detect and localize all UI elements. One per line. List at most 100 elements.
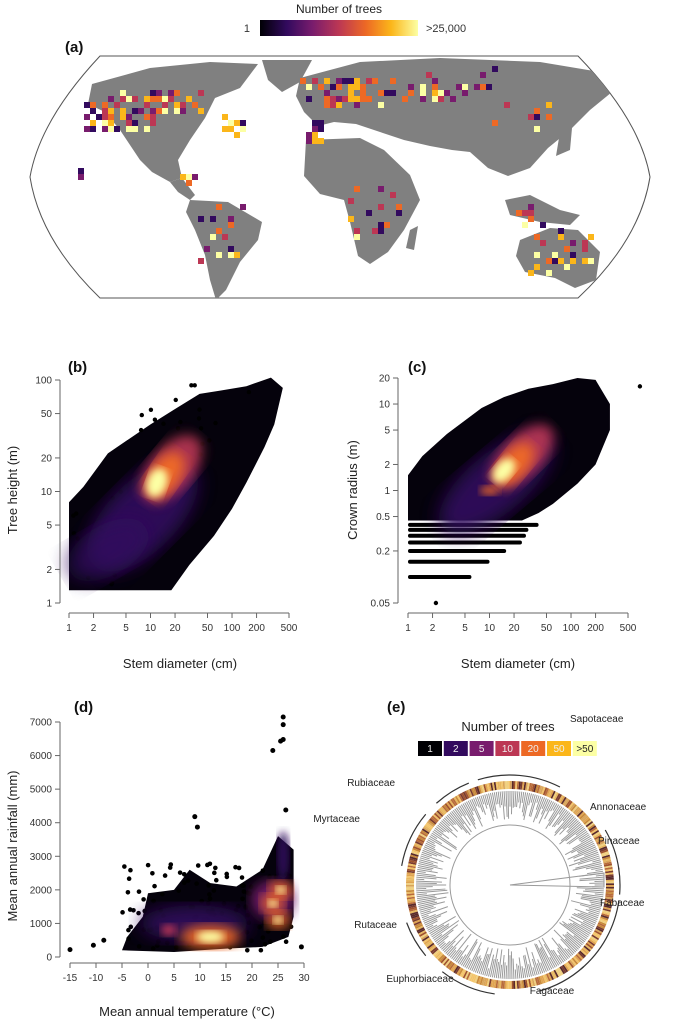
map-cell [150,96,156,102]
y-tick-label: 4000 [30,818,53,829]
ring-segment [511,980,514,989]
ring-segment [423,938,432,945]
tree-branch [531,958,538,976]
legend-swatch [495,741,520,756]
ring-segment [481,784,486,793]
scatter-point [145,862,151,868]
map-cell [432,96,438,102]
tree-branch [418,901,438,907]
ring-segment [596,839,605,845]
ring-segment [406,896,415,900]
ring-segment [439,807,446,815]
tree-branch [457,956,464,964]
map-cell [180,174,186,180]
map-cell [378,228,384,234]
y-tick-label: 0.2 [376,546,390,557]
map-cell [348,84,354,90]
ring-segment [407,866,416,870]
ring-segment [414,842,423,848]
scatter-point [287,873,292,879]
ring-segment [592,933,601,939]
ring-segment [602,856,611,861]
tree-branch [560,938,575,954]
ring-segment [406,870,415,874]
map-cell [612,288,618,294]
southeast-asia [505,195,580,225]
scatter-point [75,536,80,541]
ring-segment [585,821,594,828]
ring-segment [580,814,588,821]
scatter-point [175,426,181,431]
japan [556,128,572,156]
ring-segment [419,831,428,837]
ring-segment [497,781,500,790]
tree-branch [528,794,536,817]
ring-segment [546,973,551,982]
ring-segment [491,979,495,988]
tree-branch [558,943,571,958]
ring-segment [599,919,608,924]
ring-segment [591,829,600,836]
map-cell [330,96,336,102]
tree-branch [417,864,434,870]
scatter-point [138,427,144,433]
density-purple [66,518,149,582]
tree-branch [562,816,575,830]
tree-branch [577,913,597,922]
tree-branch [584,849,598,857]
ring-segment [411,914,420,919]
map-cell [198,90,204,96]
scatter-point [199,898,204,904]
ring-segment [581,948,589,955]
ring-segment [421,828,430,835]
scatter-point [267,874,272,880]
scatter-point [74,511,79,516]
scatter-point [288,924,294,930]
ring-segment [600,914,609,919]
y-tick-label: 5 [46,521,52,532]
ring-segment [418,930,426,936]
map-cell [210,216,216,222]
scatter-point [281,934,286,939]
ring-segment [601,911,610,916]
panel-c: (c) 1 2 5 10 20 50 100 200 5000.050.20.51251020 … [345,359,643,671]
ring-segment [605,896,614,900]
tree-branch [421,853,444,863]
tree-branch [419,906,436,913]
ring-segment [560,965,567,974]
map-cell [192,102,198,108]
ring-segment [520,781,523,790]
map-cell [528,204,534,210]
ring-segment [433,812,441,820]
tree-branch [553,929,577,953]
ring-segment [593,931,601,937]
ring-segment [601,852,610,857]
tree-branch [550,949,561,965]
scatter-row [408,540,522,545]
ring-segment [576,810,584,818]
scatter-point [212,870,217,876]
map-cell [396,204,402,210]
tree-branch [416,870,426,874]
ring-segment [602,908,611,912]
ring-segment [520,980,523,989]
ring-segment [469,788,474,797]
scatter-point [637,384,643,389]
tree-branch [420,855,430,860]
ring-segment [584,944,592,951]
scatter-point [249,938,254,943]
map-cell [336,96,342,102]
ring-segment [597,924,605,929]
ring-segment [490,782,494,791]
scatter-point [150,870,155,876]
map-cell [348,78,354,84]
tree-branch [416,874,447,879]
tree-branch [522,792,529,817]
tree-branch [499,791,503,806]
tree-branch [416,878,425,881]
tree-branch [540,946,553,970]
tree-branch [486,793,494,821]
tree-branch [501,954,505,979]
map-cell [156,96,162,102]
tree-branch [462,803,476,825]
